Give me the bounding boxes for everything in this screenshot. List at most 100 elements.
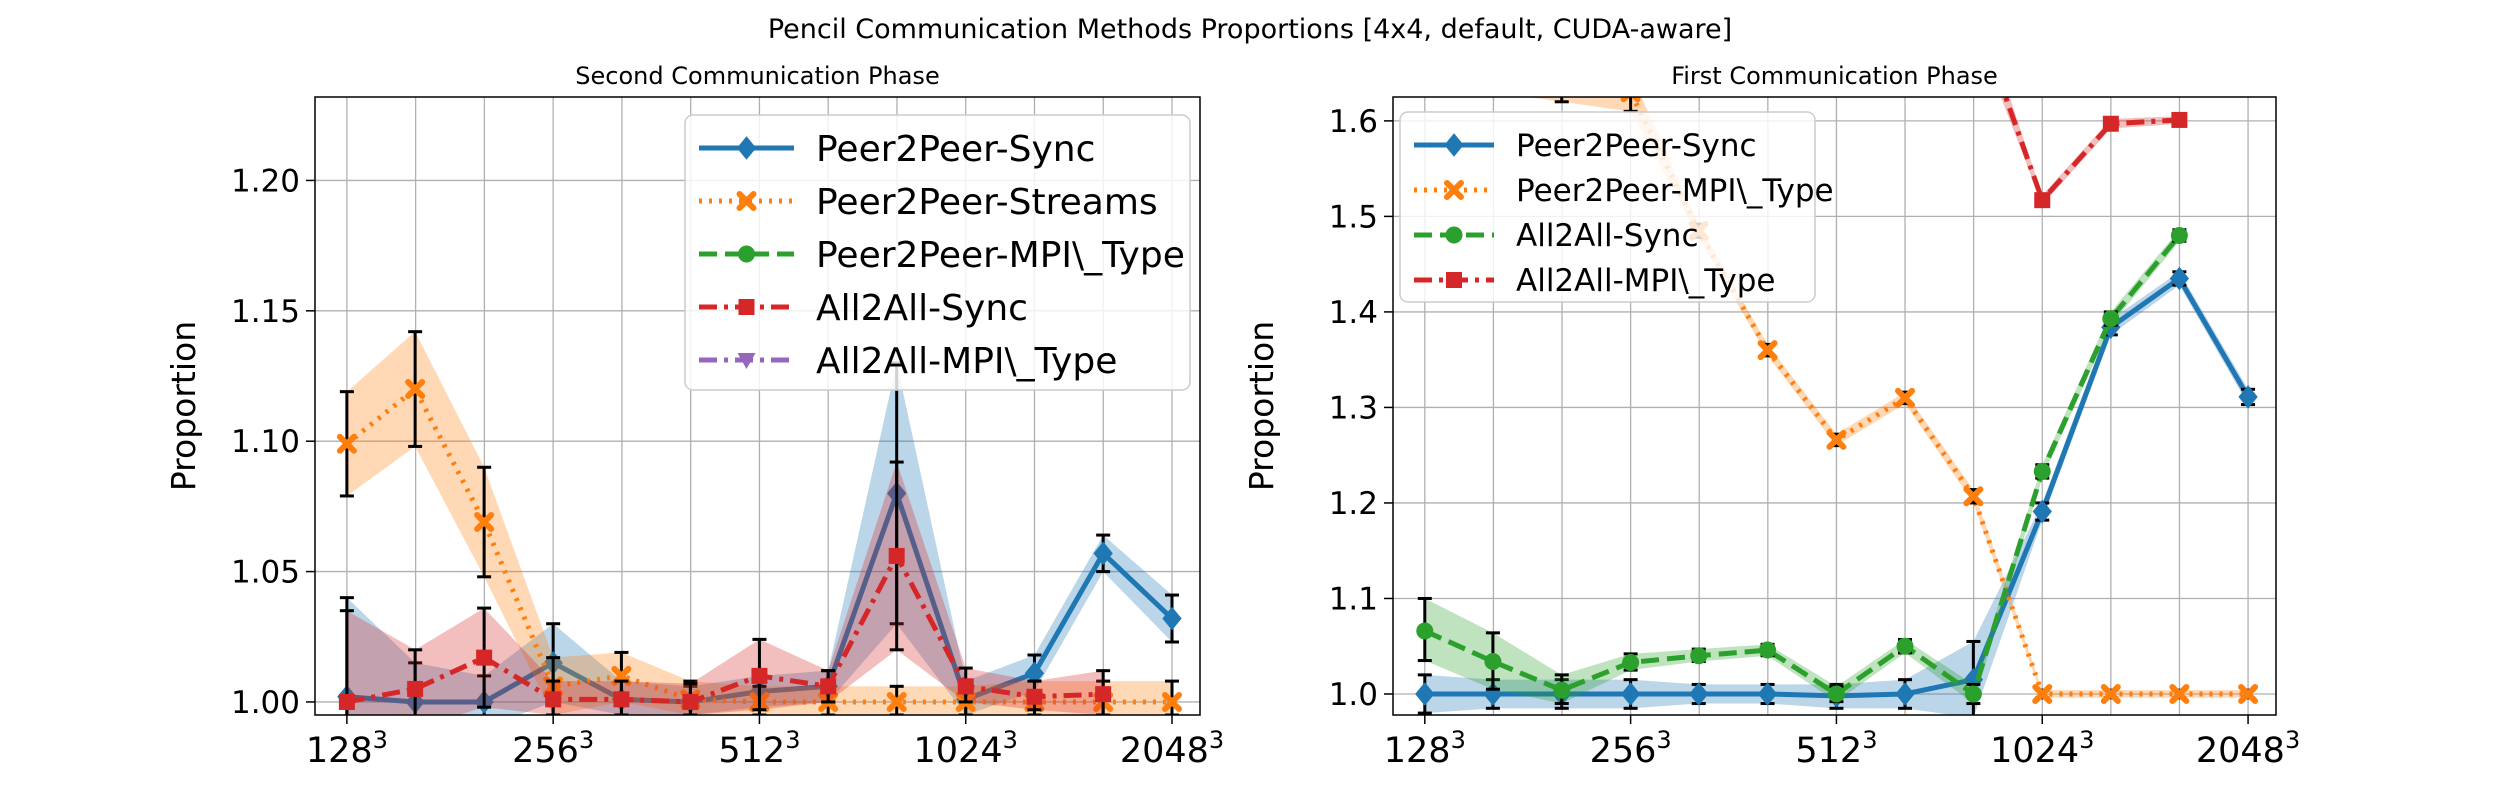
point-peer2peer-mpi-type	[1418, 57, 1432, 71]
x-tick-label: 5123	[718, 726, 800, 771]
point-all2all-sync	[888, 547, 905, 564]
point-all2all-sync	[957, 678, 974, 695]
legend-marker	[737, 353, 756, 369]
error-bar	[1966, 0, 1980, 25]
point-all2all-mpi-type	[2171, 111, 2188, 128]
point-all2all-sync	[1416, 622, 1434, 640]
legend-label: All2All-Sync	[816, 288, 1028, 329]
line-all2all-sync	[1423, 233, 2182, 697]
y-tick-label: 1.2	[1329, 486, 1378, 522]
point-peer2peer-mpi-type	[2032, 683, 2053, 704]
legend-label: Peer2Peer-Sync	[1516, 128, 1757, 164]
error-bar	[1554, 97, 1569, 104]
point-peer2peer-sync	[1757, 682, 1778, 706]
chart-second-communication-phase: 1.00 1.05 1.10 1.15 1.20 1283 2563 5123 10243 204…	[164, 62, 1224, 771]
y-tick-label: 1.15	[231, 294, 300, 330]
point-peer2peer-sync	[1895, 682, 1915, 706]
point-peer2peer-sync	[2238, 385, 2258, 409]
point-peer2peer-streams	[336, 433, 357, 454]
point-all2all-sync	[2170, 227, 2188, 245]
band-all2all-mpi-type	[2000, 97, 2180, 205]
point-peer2peer-sync	[1620, 682, 1641, 706]
legend-frame	[1399, 111, 1816, 303]
legend-entry-all2all-sync: All2All-Sync	[699, 288, 1028, 329]
legend-entry-peer2peer-mpi-type: Peer2Peer-MPI\_Type	[1414, 173, 1834, 209]
y-tick-label: 1.05	[231, 555, 300, 591]
x-tick-label: 1283	[1384, 726, 1466, 771]
point-peer2peer-mpi-type	[1895, 387, 1915, 408]
point-all2all-sync	[338, 693, 355, 710]
point-all2all-sync	[1964, 685, 1982, 703]
point-peer2peer-streams	[474, 512, 495, 533]
legend-marker	[738, 245, 755, 263]
legend-marker	[1445, 226, 1463, 244]
x-tick-label: 10243	[914, 726, 1018, 771]
point-peer2peer-mpi-type	[1486, 66, 1500, 80]
legend-marker	[1444, 180, 1464, 200]
y-tick-label: 1.00	[231, 685, 300, 721]
point-peer2peer-mpi-type	[1826, 429, 1847, 450]
point-peer2peer-streams	[886, 691, 907, 712]
y-tick-label: 1.6	[1329, 104, 1378, 140]
series-all2all-sync	[1416, 227, 2188, 706]
legend-label: Peer2Peer-MPI\_Type	[1516, 173, 1834, 209]
point-all2all-sync	[1553, 681, 1571, 699]
legend-marker	[1446, 272, 1462, 288]
point-all2all-sync	[613, 691, 630, 708]
point-peer2peer-sync	[1162, 606, 1182, 631]
legend-entry-peer2peer-sync: Peer2Peer-Sync	[1414, 128, 1757, 164]
x-tick-label: 5123	[1795, 726, 1877, 771]
line-all2all-sync	[346, 553, 1104, 705]
y-tick-label: 1.0	[1329, 677, 1378, 713]
legend-entry-all2all-mpi-type: All2All-MPI\_Type	[699, 341, 1117, 382]
point-peer2peer-mpi-type	[1757, 340, 1778, 361]
legend-entry-all2all-mpi-type: All2All-MPI\_Type	[1414, 263, 1776, 299]
point-peer2peer-sync	[1415, 682, 1435, 706]
point-all2all-sync	[2033, 462, 2051, 480]
point-all2all-sync	[1095, 686, 1112, 703]
point-all2all-sync	[1827, 685, 1845, 703]
series-all2all-mpi-type	[1966, 0, 2188, 209]
y-tick-label: 1.10	[231, 424, 300, 460]
point-all2all-sync	[682, 693, 699, 710]
point-all2all-sync	[2102, 310, 2120, 328]
point-peer2peer-mpi-type	[1555, 76, 1569, 90]
point-all2all-mpi-type	[2102, 115, 2119, 132]
point-all2all-sync	[1622, 653, 1640, 671]
legend-marker	[1444, 133, 1464, 157]
legend-frame	[684, 114, 1191, 391]
band-all2all-sync	[346, 462, 1104, 715]
band-all2all-sync	[1424, 229, 2180, 704]
point-all2all-sync	[1690, 647, 1708, 665]
x-tick-label: 2563	[512, 726, 594, 771]
point-all2all-mpi-type	[2034, 192, 2051, 209]
x-tick-label: 20483	[1120, 726, 1224, 771]
axes-frame	[1392, 96, 2277, 716]
legend-label: All2All-Sync	[1516, 218, 1699, 254]
legend-entry-all2all-sync: All2All-Sync	[1414, 218, 1699, 254]
x-tick-label: 20483	[2196, 726, 2300, 771]
chart-title: First Communication Phase	[1671, 62, 1998, 90]
band-peer2peer-streams	[346, 331, 1173, 715]
point-all2all-sync	[751, 667, 768, 684]
legend: Peer2Peer-Sync Peer2Peer-MPI\_Type All2All…	[1399, 111, 1834, 303]
legend-entry-peer2peer-sync: Peer2Peer-Sync	[699, 129, 1095, 170]
point-all2all-sync	[820, 678, 837, 695]
legend-label: Peer2Peer-Sync	[816, 129, 1095, 170]
y-tick-label: 1.1	[1329, 581, 1378, 617]
legend-marker	[738, 299, 755, 315]
x-tick-label: 2563	[1590, 726, 1672, 771]
x-tick-label: 10243	[1990, 726, 2094, 771]
chart-title: Second Communication Phase	[575, 62, 939, 90]
legend-label: Peer2Peer-Streams	[816, 182, 1158, 223]
legend-entry-peer2peer-streams: Peer2Peer-Streams	[699, 182, 1158, 223]
point-peer2peer-sync	[2169, 266, 2190, 291]
series-all2all-sync	[338, 460, 1112, 715]
point-peer2peer-sync	[1689, 682, 1709, 706]
point-peer2peer-mpi-type	[2169, 683, 2190, 704]
y-tick-label: 1.3	[1329, 390, 1378, 426]
y-tick-label: 1.20	[231, 163, 300, 199]
y-axis-label: Proportion	[164, 321, 203, 491]
point-peer2peer-mpi-type	[2100, 683, 2121, 704]
